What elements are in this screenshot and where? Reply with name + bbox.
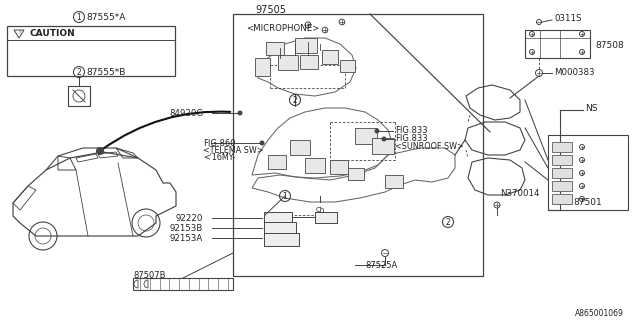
Bar	[322, 50, 338, 64]
Text: FIG.833: FIG.833	[395, 125, 428, 134]
Text: 92153B: 92153B	[170, 223, 203, 233]
Text: 87525A: 87525A	[365, 260, 397, 269]
Text: <SUNROOF SW>: <SUNROOF SW>	[395, 141, 464, 150]
Bar	[68, 86, 90, 106]
Text: 0311S: 0311S	[554, 13, 582, 22]
Bar	[300, 55, 318, 69]
Text: 84920G: 84920G	[169, 108, 203, 117]
Bar	[348, 168, 364, 180]
Text: 2: 2	[445, 218, 451, 227]
Bar	[525, 30, 590, 58]
Bar	[264, 212, 292, 223]
Circle shape	[382, 137, 386, 141]
Text: !: !	[18, 29, 20, 35]
Bar	[552, 142, 572, 152]
Text: Ch: Ch	[316, 207, 324, 213]
Bar	[266, 42, 284, 55]
Text: NS: NS	[585, 103, 598, 113]
Bar	[552, 181, 572, 191]
Bar	[552, 194, 572, 204]
Text: 2: 2	[77, 68, 81, 76]
Text: <MICROPHONE>: <MICROPHONE>	[246, 23, 319, 33]
Text: 87555*B: 87555*B	[86, 68, 125, 76]
Circle shape	[260, 141, 264, 145]
Bar	[268, 155, 286, 169]
Bar	[552, 155, 572, 165]
Text: 97505: 97505	[255, 5, 286, 15]
Text: 87555*A: 87555*A	[86, 12, 125, 21]
Text: N370014: N370014	[500, 188, 540, 197]
Bar	[233, 14, 483, 276]
Text: FIG.833: FIG.833	[395, 133, 428, 142]
Bar	[548, 135, 628, 210]
Text: 2: 2	[292, 95, 298, 105]
Text: M000383: M000383	[554, 68, 595, 76]
Circle shape	[97, 148, 104, 155]
Text: 92220: 92220	[175, 213, 203, 222]
Text: 87508: 87508	[595, 41, 624, 50]
Bar	[315, 212, 337, 223]
Bar	[355, 128, 377, 144]
Bar	[255, 58, 270, 76]
Bar	[552, 168, 572, 178]
Text: 1: 1	[283, 191, 287, 201]
Bar	[133, 278, 233, 290]
Circle shape	[238, 111, 242, 115]
Bar	[372, 138, 394, 154]
Text: FIG.860: FIG.860	[203, 139, 236, 148]
Text: <'16MY-: <'16MY-	[203, 153, 236, 162]
Bar	[330, 160, 348, 174]
Text: CAUTION: CAUTION	[29, 28, 75, 37]
Text: 1: 1	[77, 12, 81, 21]
Text: A865001069: A865001069	[575, 308, 624, 317]
Circle shape	[375, 129, 379, 133]
Bar	[264, 233, 299, 246]
Bar	[295, 38, 317, 53]
Text: <TELEMA SW>: <TELEMA SW>	[203, 146, 264, 155]
Text: 92153A: 92153A	[170, 234, 203, 243]
Text: 87507B: 87507B	[133, 271, 166, 281]
Bar	[340, 60, 355, 72]
Bar	[7, 26, 175, 76]
Text: 87501: 87501	[573, 197, 602, 206]
Bar	[290, 140, 310, 155]
Bar	[264, 222, 296, 234]
Bar	[278, 55, 298, 70]
Bar	[305, 158, 325, 173]
Bar	[385, 175, 403, 188]
